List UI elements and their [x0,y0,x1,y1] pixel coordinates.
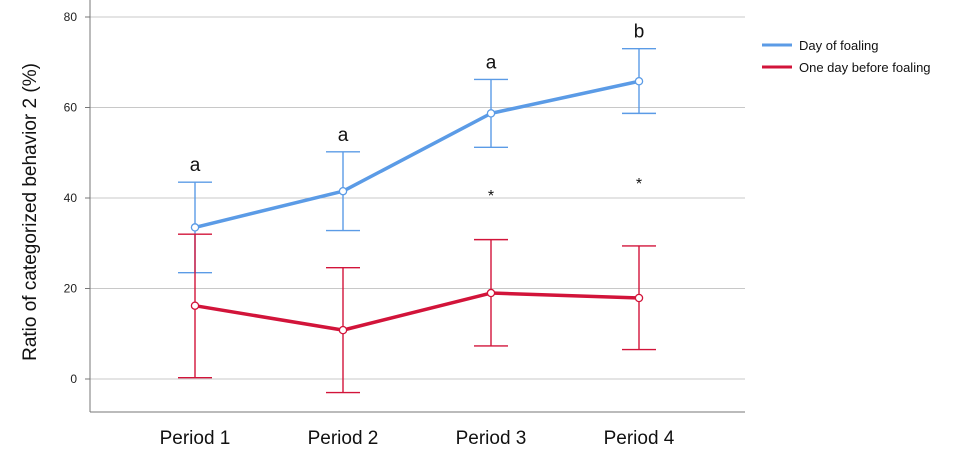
axes: 0 20 40 60 80 Period 1 Period 2 Period 3 Period … [64,0,745,449]
y-tick-label: 40 [64,191,78,205]
legend-item: Day of foaling [762,38,879,53]
significance-asterisk: * [488,188,494,205]
x-tick-label: Period 3 [456,428,527,449]
significance-letter: a [190,155,201,176]
data-point [338,325,348,335]
y-tick-label: 0 [70,372,77,386]
x-tick-label: Period 4 [604,428,675,449]
y-tick-label: 20 [64,282,78,296]
series-day-of-foaling [178,47,656,274]
data-point [190,301,200,310]
series-line [193,79,641,230]
significance-asterisk: * [636,176,642,193]
significance-letter: a [338,125,349,146]
x-tick-label: Period 2 [308,428,379,449]
significance-letter: b [634,22,645,43]
annotations: a a a b * * [190,22,645,205]
legend-item: One day before foaling [762,60,931,75]
series-line [193,291,641,332]
series-layer [178,47,656,394]
series-one-day-before-foaling [178,233,656,394]
data-point [486,109,496,118]
x-tick-label: Period 1 [160,428,231,449]
data-point [338,186,348,196]
legend-label: Day of foaling [799,38,879,53]
data-point [486,288,496,298]
legend: Day of foaling One day before foaling [762,38,931,75]
significance-letter: a [486,52,497,73]
y-tick-label: 80 [64,10,78,24]
data-point [634,293,644,303]
y-tick-label: 60 [64,101,78,115]
data-point [190,223,200,232]
data-point [634,77,644,86]
gridlines [90,16,745,380]
legend-label: One day before foaling [799,60,931,75]
y-axis-title: Ratio of categorized behavior 2 (%) [20,63,41,361]
